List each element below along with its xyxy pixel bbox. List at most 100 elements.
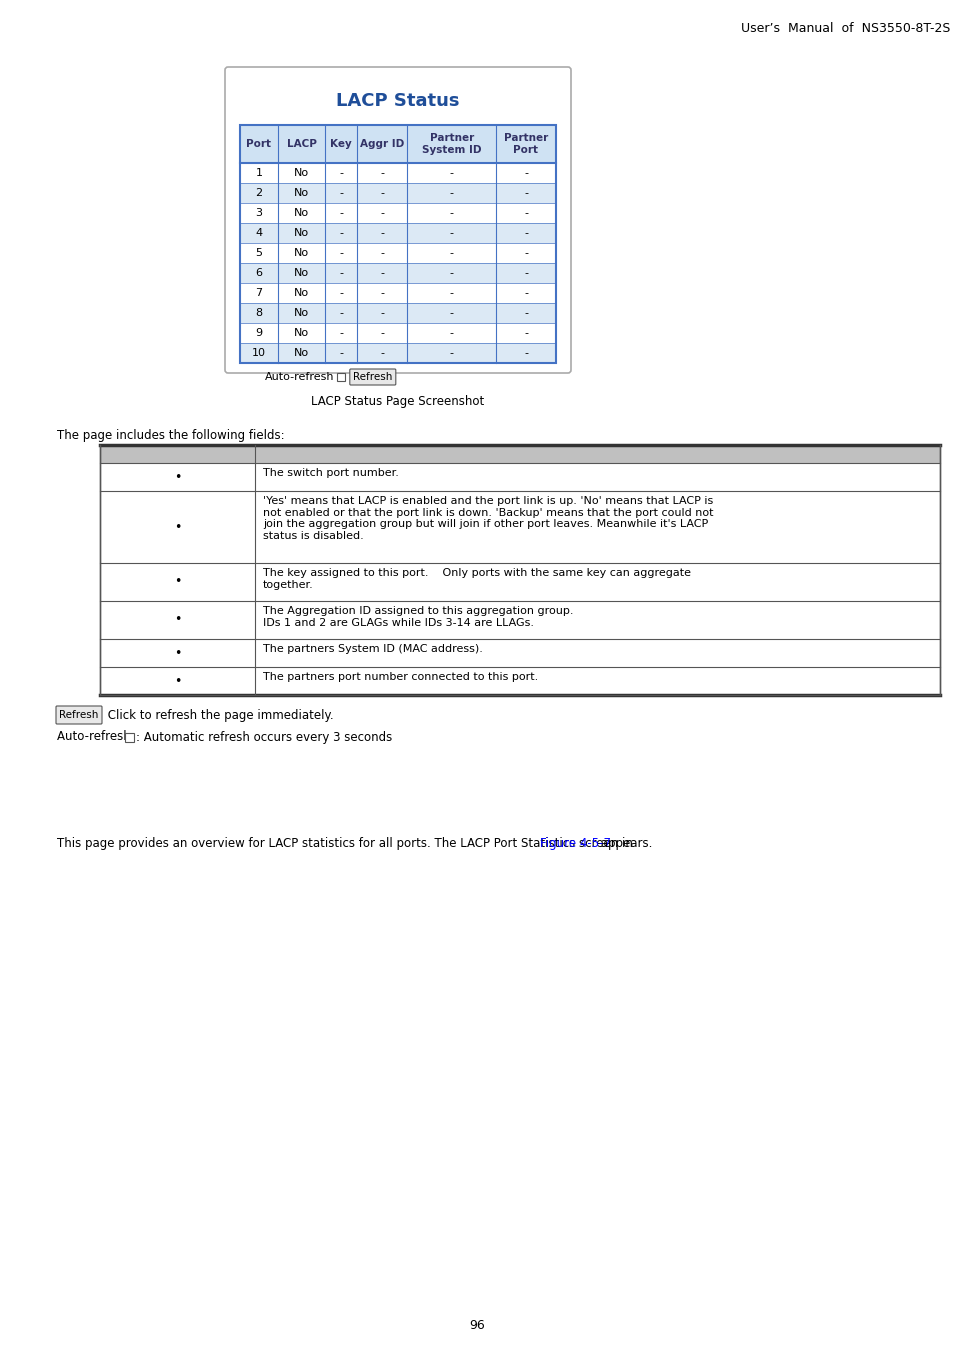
Bar <box>240 323 556 343</box>
Text: -: - <box>338 248 343 258</box>
Text: -: - <box>338 288 343 298</box>
Text: Partner
Port: Partner Port <box>503 134 548 155</box>
Bar <box>240 263 556 284</box>
Bar <box>100 446 939 463</box>
Text: appears.: appears. <box>597 837 652 850</box>
Text: 4: 4 <box>255 228 262 238</box>
Text: -: - <box>380 328 384 338</box>
Text: -: - <box>523 328 527 338</box>
Bar <box>240 184 556 202</box>
Text: •: • <box>173 613 181 626</box>
Text: The page includes the following fields:: The page includes the following fields: <box>57 429 284 441</box>
Text: -: - <box>523 288 527 298</box>
Text: -: - <box>449 269 454 278</box>
Text: 2: 2 <box>255 188 262 198</box>
Text: -: - <box>449 348 454 358</box>
Bar <box>240 163 556 184</box>
Text: -: - <box>523 188 527 198</box>
Bar <box>125 733 133 741</box>
Text: Click to refresh the page immediately.: Click to refresh the page immediately. <box>104 709 334 721</box>
Text: No: No <box>294 208 309 217</box>
Text: User’s  Manual  of  NS3550-8T-2S: User’s Manual of NS3550-8T-2S <box>740 22 949 35</box>
Text: The key assigned to this port.    Only ports with the same key can aggregate
tog: The key assigned to this port. Only port… <box>263 568 690 590</box>
Text: Auto-refresh: Auto-refresh <box>57 730 134 744</box>
Text: -: - <box>523 167 527 178</box>
Text: 'Yes' means that LACP is enabled and the port link is up. 'No' means that LACP i: 'Yes' means that LACP is enabled and the… <box>263 495 713 541</box>
Text: Partner
System ID: Partner System ID <box>421 134 481 155</box>
Text: The partners System ID (MAC address).: The partners System ID (MAC address). <box>263 644 482 653</box>
Text: The Aggregation ID assigned to this aggregation group.
IDs 1 and 2 are GLAGs whi: The Aggregation ID assigned to this aggr… <box>263 606 573 628</box>
Text: •: • <box>173 647 181 660</box>
Text: 3: 3 <box>255 208 262 217</box>
Text: Port: Port <box>246 139 272 148</box>
Text: Key: Key <box>330 139 352 148</box>
Text: -: - <box>523 308 527 319</box>
Text: -: - <box>380 348 384 358</box>
Text: -: - <box>338 308 343 319</box>
Bar <box>100 563 939 601</box>
Text: -: - <box>449 228 454 238</box>
Bar <box>240 243 556 263</box>
Text: No: No <box>294 248 309 258</box>
Text: 96: 96 <box>469 1319 484 1332</box>
Text: -: - <box>380 208 384 217</box>
Text: -: - <box>380 248 384 258</box>
FancyBboxPatch shape <box>350 369 395 385</box>
FancyBboxPatch shape <box>225 68 571 373</box>
Text: -: - <box>449 167 454 178</box>
Text: -: - <box>523 228 527 238</box>
Text: -: - <box>523 348 527 358</box>
Text: •: • <box>173 521 181 533</box>
Text: -: - <box>523 208 527 217</box>
Text: -: - <box>338 167 343 178</box>
Text: 6: 6 <box>255 269 262 278</box>
Text: 10: 10 <box>252 348 266 358</box>
Bar <box>100 639 939 667</box>
Bar <box>240 202 556 223</box>
Text: -: - <box>449 188 454 198</box>
Text: -: - <box>449 248 454 258</box>
FancyBboxPatch shape <box>56 706 102 724</box>
Text: Auto-refresh: Auto-refresh <box>265 373 335 382</box>
Text: •: • <box>173 575 181 589</box>
Text: -: - <box>523 248 527 258</box>
Text: LACP Status: LACP Status <box>335 92 459 109</box>
Text: No: No <box>294 288 309 298</box>
Text: -: - <box>338 269 343 278</box>
Text: -: - <box>449 208 454 217</box>
Text: 9: 9 <box>255 328 262 338</box>
Bar <box>100 463 939 491</box>
Text: : Automatic refresh occurs every 3 seconds: : Automatic refresh occurs every 3 secon… <box>136 730 392 744</box>
Text: •: • <box>173 471 181 483</box>
Text: -: - <box>338 328 343 338</box>
Bar <box>100 601 939 639</box>
Text: -: - <box>380 228 384 238</box>
Text: The switch port number.: The switch port number. <box>263 468 398 478</box>
Text: No: No <box>294 269 309 278</box>
Text: This page provides an overview for LACP statistics for all ports. The LACP Port : This page provides an overview for LACP … <box>57 837 636 850</box>
Text: -: - <box>338 228 343 238</box>
Text: Aggr ID: Aggr ID <box>359 139 404 148</box>
Bar <box>100 491 939 563</box>
Text: •: • <box>173 675 181 687</box>
Text: -: - <box>523 269 527 278</box>
Bar <box>240 343 556 363</box>
Text: No: No <box>294 188 309 198</box>
Text: LACP: LACP <box>287 139 316 148</box>
Text: 8: 8 <box>255 308 262 319</box>
Text: Figure 4-5-7: Figure 4-5-7 <box>539 837 610 850</box>
Text: -: - <box>338 348 343 358</box>
Text: -: - <box>449 328 454 338</box>
Bar <box>240 302 556 323</box>
Text: The partners port number connected to this port.: The partners port number connected to th… <box>263 672 537 682</box>
Bar <box>240 126 556 163</box>
Bar <box>240 284 556 302</box>
Text: -: - <box>380 288 384 298</box>
Text: -: - <box>338 208 343 217</box>
Text: -: - <box>449 288 454 298</box>
Text: 5: 5 <box>255 248 262 258</box>
Text: No: No <box>294 228 309 238</box>
Text: No: No <box>294 308 309 319</box>
Bar <box>240 126 556 363</box>
Text: -: - <box>380 167 384 178</box>
